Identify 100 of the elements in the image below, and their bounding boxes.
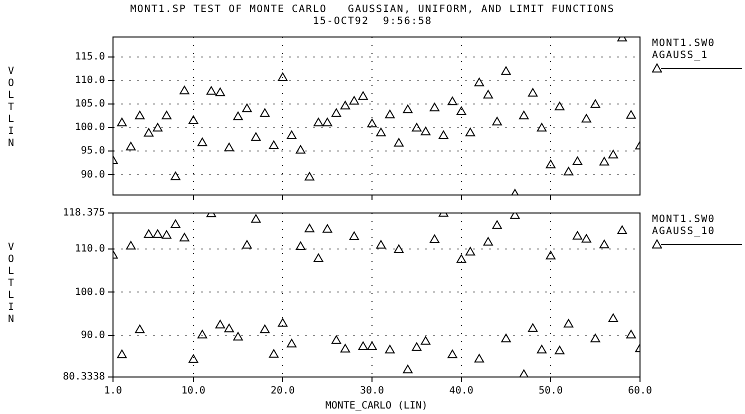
point bbox=[617, 226, 627, 234]
point bbox=[376, 128, 386, 136]
point bbox=[590, 99, 600, 108]
point bbox=[180, 86, 190, 94]
point bbox=[590, 334, 600, 342]
point bbox=[180, 232, 190, 242]
point bbox=[278, 72, 288, 82]
point bbox=[126, 142, 136, 150]
y-tick-label: 115.0 bbox=[74, 51, 105, 62]
point bbox=[134, 324, 145, 334]
point bbox=[483, 90, 493, 98]
point bbox=[402, 364, 413, 374]
point bbox=[474, 354, 484, 362]
point bbox=[483, 237, 493, 246]
x-tick-label: 10.0 bbox=[181, 386, 206, 397]
point bbox=[349, 96, 359, 105]
point bbox=[331, 335, 342, 344]
point bbox=[251, 132, 261, 141]
point bbox=[420, 126, 430, 136]
point bbox=[314, 254, 324, 262]
point bbox=[260, 108, 270, 117]
point bbox=[536, 344, 547, 354]
point bbox=[215, 320, 226, 328]
y-tick-label: 90.0 bbox=[80, 330, 105, 341]
point bbox=[456, 106, 466, 115]
point bbox=[188, 354, 198, 363]
point bbox=[304, 172, 314, 181]
point bbox=[572, 156, 582, 165]
y-axis-title: VOLT LIN bbox=[8, 66, 16, 150]
point bbox=[448, 96, 458, 106]
point bbox=[626, 330, 636, 338]
point bbox=[519, 369, 529, 377]
point bbox=[528, 323, 538, 332]
point bbox=[331, 108, 342, 117]
chart-subtitle: 15-OCT92 9:56:58 bbox=[312, 16, 434, 27]
point bbox=[162, 230, 172, 239]
point bbox=[152, 229, 162, 238]
point bbox=[554, 102, 564, 110]
point bbox=[394, 138, 404, 147]
point bbox=[206, 86, 216, 95]
point bbox=[251, 214, 261, 223]
point bbox=[519, 110, 529, 120]
point bbox=[438, 130, 448, 140]
text: MONT1.SW0 AGAUSS_1 bbox=[652, 38, 716, 62]
chart-title: MONT1.SP TEST OF MONTE CARLO GAUSSIAN, UNIFORM, AND LIMIT FUNCTIONS bbox=[129, 4, 616, 15]
point bbox=[322, 224, 332, 233]
point bbox=[394, 244, 404, 253]
point bbox=[144, 229, 154, 238]
point bbox=[170, 219, 180, 228]
point bbox=[367, 118, 377, 128]
point bbox=[233, 112, 243, 120]
point bbox=[215, 88, 226, 96]
y-tick-label: 110.0 bbox=[74, 244, 105, 255]
x-tick-label: 60.0 bbox=[628, 386, 652, 397]
point bbox=[376, 240, 386, 249]
point bbox=[358, 341, 368, 350]
point bbox=[536, 123, 547, 132]
y-axis-title: VOLT LIN bbox=[8, 242, 16, 326]
point bbox=[420, 336, 430, 345]
point bbox=[385, 344, 395, 354]
point bbox=[278, 318, 288, 327]
point bbox=[412, 342, 422, 351]
point bbox=[546, 250, 556, 260]
point bbox=[582, 114, 592, 123]
point bbox=[528, 88, 538, 97]
point bbox=[340, 344, 350, 353]
point bbox=[402, 104, 413, 114]
text: MONT1.SW0 AGAUSS_10 bbox=[652, 214, 716, 238]
point bbox=[170, 172, 180, 180]
point bbox=[268, 349, 279, 358]
point bbox=[572, 231, 582, 240]
point bbox=[564, 319, 574, 328]
x-tick-label: 50.0 bbox=[538, 386, 563, 397]
point bbox=[144, 128, 154, 137]
y-tick-label: 95.0 bbox=[80, 146, 105, 157]
point bbox=[501, 66, 511, 75]
x-tick-label: 40.0 bbox=[449, 386, 474, 397]
point bbox=[626, 110, 636, 119]
point bbox=[126, 241, 136, 250]
point bbox=[412, 123, 422, 132]
point bbox=[546, 160, 556, 168]
point bbox=[599, 240, 610, 248]
point bbox=[242, 240, 252, 249]
point bbox=[188, 115, 198, 124]
point bbox=[564, 166, 574, 176]
point bbox=[385, 110, 395, 118]
point bbox=[456, 254, 466, 263]
y-tick-label: 100.0 bbox=[74, 122, 105, 134]
point bbox=[162, 110, 172, 120]
point bbox=[608, 150, 618, 158]
point bbox=[448, 350, 458, 358]
x-tick-label: 20.0 bbox=[270, 386, 295, 397]
point bbox=[268, 140, 279, 149]
point bbox=[286, 338, 296, 348]
point bbox=[286, 130, 296, 140]
point bbox=[501, 334, 511, 342]
point bbox=[358, 91, 368, 100]
point bbox=[492, 220, 502, 229]
point bbox=[349, 232, 359, 240]
point bbox=[599, 156, 610, 166]
